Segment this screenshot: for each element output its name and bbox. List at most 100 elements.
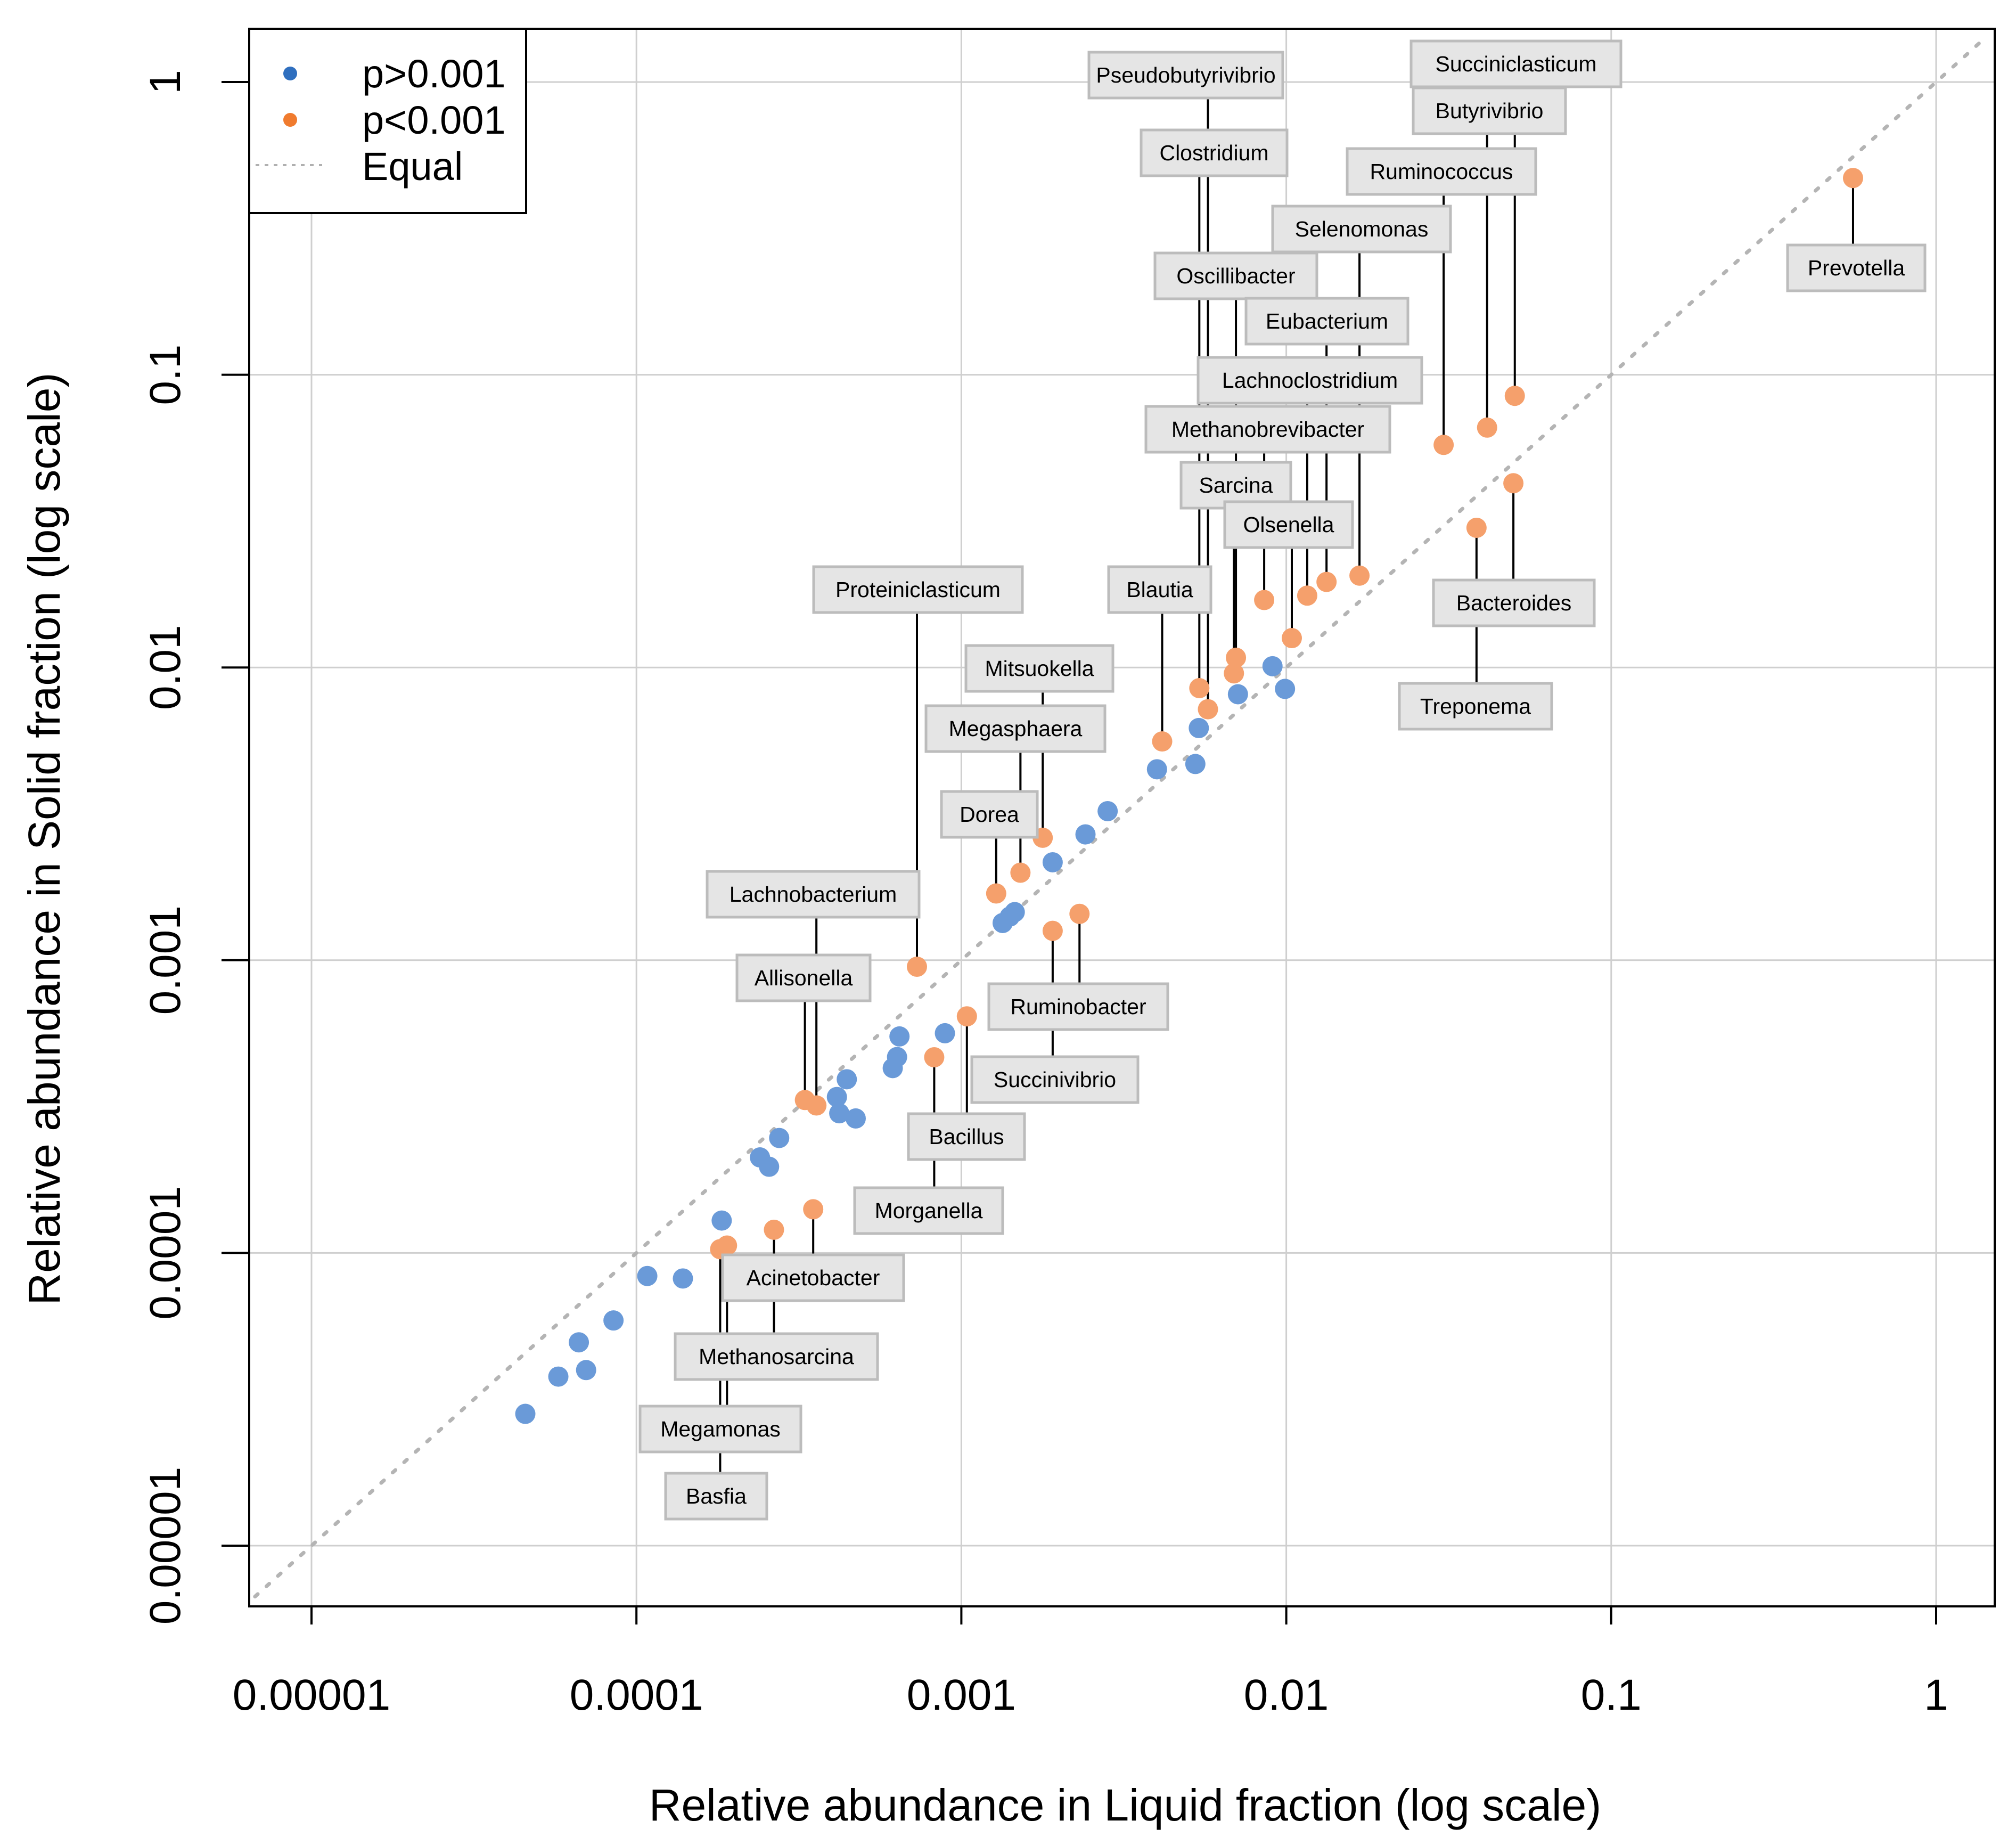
point-nonsignificant <box>1189 717 1209 738</box>
legend-marker <box>283 67 297 80</box>
genus-label-box <box>1197 356 1423 405</box>
point-significant <box>1466 517 1487 538</box>
point-nonsignificant <box>1185 754 1206 774</box>
genus-label: Oscillibacter <box>1176 264 1295 288</box>
plot-area-frame <box>248 28 1996 1607</box>
y-tick-label: 0.01 <box>141 625 190 710</box>
genus-label: Allisonella <box>755 966 853 990</box>
genus-label: Basfia <box>686 1484 747 1508</box>
point-significant <box>1842 168 1863 189</box>
point-significant <box>906 957 927 977</box>
x-tick-label: 0.1 <box>1581 1671 1642 1719</box>
point-significant <box>1297 585 1317 606</box>
genus-label: Proteiniclasticum <box>835 577 1001 602</box>
point-nonsignificant <box>759 1156 780 1177</box>
genus-label-box <box>1107 565 1212 614</box>
point-significant <box>1010 862 1031 883</box>
genus-label: Bacteroides <box>1456 591 1572 615</box>
point-nonsignificant <box>1004 902 1025 922</box>
genus-label-box <box>1346 147 1537 196</box>
point-significant <box>803 1199 824 1220</box>
point-nonsignificant <box>889 1026 910 1047</box>
genus-label-box <box>940 790 1039 839</box>
equal-reference-line <box>253 37 1986 1599</box>
genus-label: Morganella <box>875 1198 983 1223</box>
point-nonsignificant <box>1075 824 1096 845</box>
genus-labels: Basfia Megamonas Methanosarcina Acinetobact… <box>638 39 1927 1521</box>
point-significant <box>956 1006 977 1027</box>
genus-label: Ruminococcus <box>1370 159 1513 184</box>
genus-label-box <box>924 704 1107 753</box>
genus-label-box <box>1153 251 1318 300</box>
genus-label-box <box>853 1186 1004 1235</box>
genus-label-box <box>964 644 1114 693</box>
point-nonsignificant <box>1097 801 1118 821</box>
point-nonsignificant <box>887 1047 907 1067</box>
genus-label-box <box>1409 39 1622 88</box>
point-nonsignificant <box>711 1210 732 1231</box>
genus-label-box <box>1244 297 1409 346</box>
point-significant <box>1189 677 1210 698</box>
point-nonsignificant <box>1146 759 1167 780</box>
axes: 0.00001 0.0001 0.001 0.01 0.1 1 0.00001 0.0001 0… <box>141 70 1948 1719</box>
genus-label: Bacillus <box>929 1124 1004 1149</box>
point-nonsignificant <box>837 1069 857 1090</box>
genus-label: Butyrivibrio <box>1436 99 1544 123</box>
genus-label: Megamonas <box>660 1417 781 1441</box>
genus-label-box <box>970 1055 1140 1104</box>
genus-label: Mitsuokella <box>985 656 1094 681</box>
genus-label: Clostridium <box>1159 141 1268 165</box>
x-tick-label: 0.01 <box>1244 1671 1329 1719</box>
x-tick-label: 1 <box>1924 1671 1948 1719</box>
y-tick-label: 0.1 <box>141 345 190 405</box>
x-axis-title: Relative abundance in Liquid fraction (l… <box>649 1780 1601 1830</box>
point-significant <box>1042 920 1063 941</box>
point-significant <box>1433 435 1454 455</box>
genus-label: Prevotella <box>1808 256 1905 280</box>
point-nonsignificant <box>769 1128 790 1148</box>
genus-label-box <box>721 1253 905 1302</box>
point-significant <box>717 1235 737 1256</box>
genus-label-box <box>735 953 872 1002</box>
point-nonsignificant <box>1042 852 1063 872</box>
genus-label: Selenomonas <box>1295 217 1429 241</box>
point-significant <box>1281 628 1302 649</box>
point-significant <box>1152 731 1173 752</box>
point-significant <box>924 1047 945 1068</box>
genus-label-box <box>1786 243 1927 292</box>
x-tick-label: 0.001 <box>907 1671 1016 1719</box>
genus-label: Methanobrevibacter <box>1171 417 1364 442</box>
point-nonsignificant <box>603 1310 624 1331</box>
genus-label: Succiniclasticum <box>1435 52 1596 76</box>
point-significant <box>806 1095 827 1116</box>
genus-label-box <box>706 870 921 919</box>
point-nonsignificant <box>637 1266 658 1286</box>
point-significant <box>1198 699 1218 720</box>
genus-label-box <box>1398 682 1553 731</box>
genus-label: Ruminobacter <box>1010 994 1146 1019</box>
genus-label-box <box>1140 128 1289 177</box>
genus-label: Megasphaera <box>949 716 1083 741</box>
x-tick-label: 0.0001 <box>570 1671 703 1719</box>
point-significant <box>1503 473 1524 494</box>
y-tick-label: 0.00001 <box>141 1467 190 1624</box>
genus-label: Acinetobacter <box>747 1266 880 1290</box>
point-nonsignificant <box>1262 656 1283 676</box>
genus-label-box <box>987 982 1169 1031</box>
y-tick-label: 0.0001 <box>141 1186 190 1320</box>
genus-label: Sarcina <box>1199 473 1273 497</box>
genus-label: Olsenella <box>1243 512 1334 537</box>
genus-label: Lachnobacterium <box>730 882 897 907</box>
genus-label: Dorea <box>960 802 1019 827</box>
point-nonsignificant <box>846 1108 866 1129</box>
x-tick-label: 0.00001 <box>233 1671 390 1719</box>
point-significant <box>764 1219 784 1240</box>
genus-label-box <box>664 1472 768 1521</box>
legend-label: p>0.001 <box>362 52 506 96</box>
point-significant <box>1224 663 1244 684</box>
point-significant <box>1069 903 1090 924</box>
point-nonsignificant <box>673 1268 693 1289</box>
point-nonsignificant <box>1227 684 1248 705</box>
